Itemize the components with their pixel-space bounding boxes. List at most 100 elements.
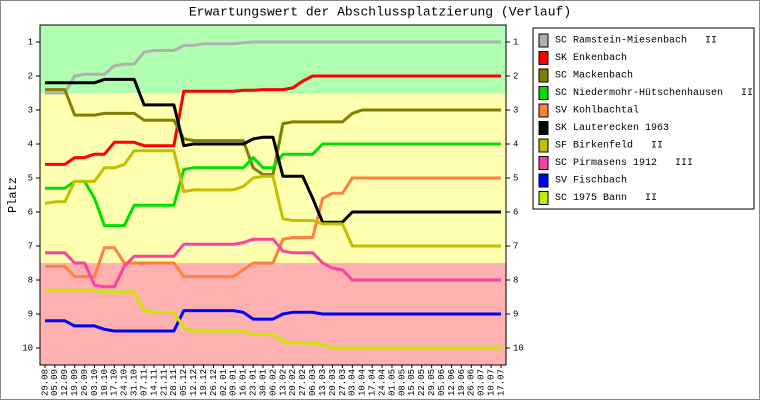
series-line	[44, 149, 501, 248]
x-tick-label: 06.03	[308, 369, 318, 396]
legend-swatch	[538, 191, 549, 205]
y-tick-label: 7	[28, 241, 33, 251]
series-line	[45, 77, 501, 224]
series-line	[45, 74, 501, 166]
x-tick-label: 12.09	[60, 369, 70, 396]
series-line	[45, 288, 501, 350]
y-tick-label: 10	[22, 343, 33, 353]
x-tick-label: 03.10	[90, 369, 100, 396]
y-tick-label: 5	[28, 173, 33, 183]
x-tick-label: 24.10	[120, 369, 130, 396]
x-tick-label: 17.07	[496, 369, 506, 396]
legend-box	[532, 27, 755, 210]
y-tick-label: 8	[513, 275, 518, 285]
x-tick-label: 12.12	[189, 369, 199, 396]
x-tick-label: 29.08	[40, 369, 50, 396]
series-line	[45, 142, 501, 228]
y-tick-label: 6	[513, 207, 518, 217]
x-tick-label: 27.02	[298, 369, 308, 396]
x-tick-label: 15.05	[407, 369, 417, 396]
x-tick-label: 05.09	[50, 369, 60, 396]
y-axis-label: Platz	[6, 177, 20, 213]
y-tick-label: 8	[28, 275, 33, 285]
x-tick-label: 29.05	[427, 369, 437, 396]
x-tick-label: 10.07	[487, 369, 497, 396]
x-tick-label: 21.11	[159, 369, 169, 396]
y-tick-label: 2	[28, 71, 33, 81]
y-tick-label: 7	[513, 241, 518, 251]
legend-swatch	[538, 138, 549, 153]
series-line	[45, 309, 501, 333]
series-line	[45, 176, 501, 279]
x-tick-label: 19.09	[70, 369, 80, 396]
legend-label: SV Kohlbachtal	[555, 105, 639, 117]
y-tick-label: 9	[28, 309, 33, 319]
x-tick-label: 07.11	[139, 369, 149, 396]
x-tick-label: 24.04	[377, 369, 387, 396]
x-tick-label: 26.12	[209, 369, 219, 396]
x-tick-label: 14.11	[149, 369, 159, 396]
x-tick-label: 19.12	[199, 369, 209, 396]
legend-swatch	[538, 51, 549, 65]
x-tick-label: 03.04	[348, 369, 358, 396]
x-tick-label: 12.06	[447, 369, 457, 396]
x-tick-label: 20.03	[328, 369, 338, 396]
y-tick-label: 2	[513, 71, 518, 81]
legend-label: SV Fischbach	[555, 175, 627, 187]
y-tick-label: 10	[513, 343, 524, 353]
series-line	[45, 40, 501, 95]
legend-label: SC Mackenbach	[555, 70, 633, 82]
legend-swatch	[538, 33, 549, 48]
x-tick-label: 31.10	[130, 369, 140, 396]
y-tick-label: 5	[513, 173, 518, 183]
legend: SC Ramstein-Miesenbach II SK Enkenbach SC …	[532, 27, 755, 210]
y-tick-label: 1	[513, 37, 518, 47]
x-tick-label: 17.04	[368, 369, 378, 396]
legend-label: SC Ramstein-Miesenbach II	[555, 35, 717, 47]
legend-label: SC Niedermohr-Hütschenhausen II	[555, 87, 753, 99]
x-tick-label: 02.01	[219, 369, 229, 396]
legend-swatch	[538, 121, 549, 135]
x-tick-label: 10.10	[100, 369, 110, 396]
legend-swatch	[538, 156, 549, 170]
legend-label: SK Lauterecken 1963	[555, 122, 669, 134]
x-tick-label: 28.11	[169, 369, 179, 396]
legend-swatch	[538, 103, 549, 118]
y-tick-label: 9	[513, 309, 518, 319]
legend-label: SC Pirmasens 1912 III	[555, 157, 693, 169]
x-tick-label: 30.01	[258, 369, 268, 396]
legend-swatch	[538, 86, 549, 100]
background-band	[40, 25, 506, 93]
series-line	[45, 237, 501, 289]
legend-label: SK Enkenbach	[555, 52, 627, 64]
x-tick-label: 05.12	[179, 369, 189, 396]
x-tick-label: 16.01	[239, 369, 249, 396]
legend-label: SC 1975 Bann II	[555, 193, 657, 204]
x-tick-label: 01.05	[387, 369, 397, 396]
y-tick-label: 6	[28, 207, 33, 217]
y-tick-label: 3	[513, 105, 518, 115]
x-tick-label: 22.05	[417, 369, 427, 396]
x-tick-label: 09.01	[229, 369, 239, 396]
x-tick-label: 08.05	[397, 369, 407, 396]
series-line	[45, 88, 501, 177]
y-tick-label: 1	[28, 37, 33, 47]
x-tick-label: 13.02	[278, 369, 288, 396]
legend-swatch	[538, 68, 549, 83]
y-tick-label: 4	[513, 139, 518, 149]
x-tick-label: 20.02	[288, 369, 298, 396]
x-tick-label: 17.10	[110, 369, 120, 396]
x-tick-label: 26.09	[80, 369, 90, 396]
x-tick-label: 26.06	[467, 369, 477, 396]
y-tick-label: 4	[28, 139, 33, 149]
x-tick-label: 05.06	[437, 369, 447, 396]
legend-swatch	[538, 173, 549, 188]
x-tick-label: 03.07	[477, 369, 487, 396]
chart-title: Erwartungswert der Abschlussplatzierung …	[189, 4, 571, 19]
x-tick-label: 06.02	[268, 369, 278, 396]
x-tick-label: 19.06	[457, 369, 467, 396]
legend-label: SF Birkenfeld II	[555, 140, 663, 152]
x-tick-label: 27.03	[338, 369, 348, 396]
